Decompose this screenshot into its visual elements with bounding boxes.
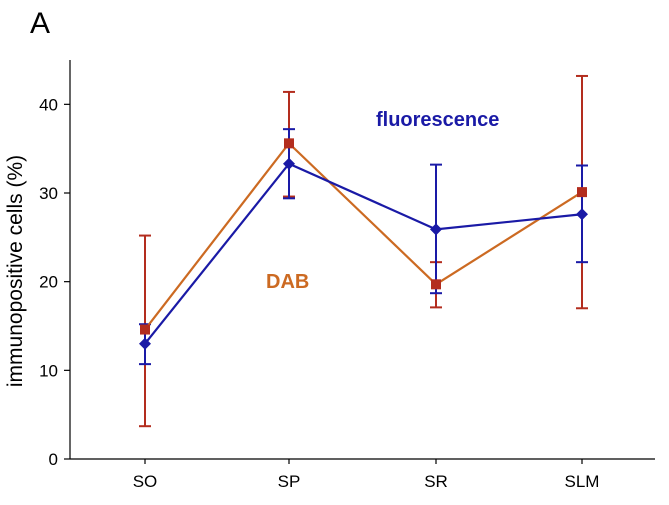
y-tick-label: 20 xyxy=(39,273,58,292)
x-tick-label: SP xyxy=(278,472,301,491)
data-point-dab xyxy=(284,138,294,149)
data-point-fluorescence xyxy=(576,208,588,221)
data-point-fluorescence xyxy=(139,337,151,350)
data-point-dab xyxy=(577,187,587,198)
series-label-fluorescence: fluorescence xyxy=(376,109,499,131)
series-layer xyxy=(139,74,588,428)
y-tick-label: 40 xyxy=(39,95,58,114)
y-tick-label: 0 xyxy=(49,450,58,469)
series-label-dab: DAB xyxy=(266,271,309,293)
series-line-fluorescence xyxy=(144,162,583,345)
axes xyxy=(69,60,655,460)
x-tick-label: SR xyxy=(424,472,448,491)
data-point-dab xyxy=(140,324,150,335)
data-point-dab xyxy=(431,279,441,290)
data-point-fluorescence xyxy=(430,223,442,236)
y-ticks: 0 10 20 30 40 xyxy=(39,95,70,469)
y-axis-title: immunopositive cells (%) xyxy=(4,155,27,387)
y-tick-label: 10 xyxy=(39,361,58,380)
x-tick-label: SO xyxy=(133,472,158,491)
x-ticks: SO SP SR SLM xyxy=(133,459,600,491)
series-line-dab xyxy=(144,141,583,331)
x-tick-label: SLM xyxy=(565,472,600,491)
y-tick-label: 30 xyxy=(39,184,58,203)
data-point-fluorescence xyxy=(283,157,295,170)
panel-letter: A xyxy=(30,7,50,40)
